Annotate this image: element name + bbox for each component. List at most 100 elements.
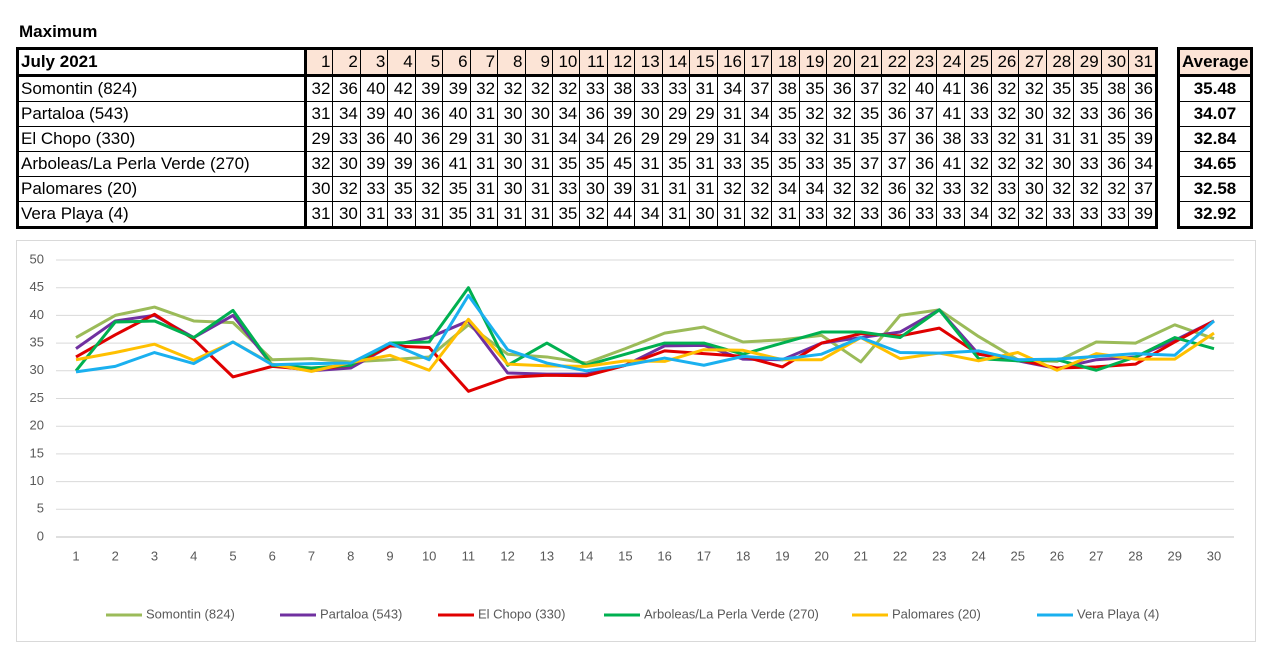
cell: 34 bbox=[1128, 151, 1157, 177]
cell: 30 bbox=[332, 151, 361, 177]
y-tick-label: 30 bbox=[30, 362, 44, 377]
day-header: 7 bbox=[469, 48, 499, 77]
cell: 33 bbox=[661, 75, 691, 102]
day-header: 12 bbox=[606, 48, 636, 77]
cell: 31 bbox=[1018, 126, 1047, 152]
cell: 32 bbox=[963, 176, 992, 202]
cell: 38 bbox=[936, 126, 965, 152]
average-cell: 32.84 bbox=[1178, 126, 1252, 152]
cell: 33 bbox=[1045, 201, 1075, 228]
x-tick-label: 14 bbox=[579, 548, 593, 563]
x-tick-label: 23 bbox=[932, 548, 946, 563]
table-row: Somontin (824) 32 36 40 42 39 39 32 32 32 32 33 38 33… bbox=[17, 75, 1157, 102]
cell: 37 bbox=[1128, 176, 1157, 202]
cell: 30 bbox=[497, 151, 526, 177]
cell: 32 bbox=[497, 75, 526, 102]
day-header: 28 bbox=[1045, 48, 1075, 77]
legend-label: Partaloa (543) bbox=[320, 606, 402, 621]
cell: 36 bbox=[908, 126, 938, 152]
cell: 32 bbox=[990, 126, 1020, 152]
day-header: 14 bbox=[661, 48, 691, 77]
y-tick-label: 5 bbox=[37, 501, 44, 516]
cell: 34 bbox=[743, 101, 773, 127]
x-tick-label: 7 bbox=[308, 548, 315, 563]
day-header: 23 bbox=[908, 48, 938, 77]
cell: 31 bbox=[771, 201, 800, 228]
cell: 32 bbox=[853, 176, 883, 202]
cell: 35 bbox=[1073, 75, 1102, 102]
cell: 32 bbox=[304, 151, 334, 177]
x-tick-label: 3 bbox=[151, 548, 158, 563]
average-table: Average 35.48 34.07 32.84 34.65 32.58 32.92 bbox=[1177, 47, 1253, 229]
cell: 37 bbox=[881, 126, 910, 152]
y-tick-label: 45 bbox=[30, 279, 44, 294]
cell: 32 bbox=[743, 201, 773, 228]
y-tick-label: 10 bbox=[30, 473, 44, 488]
cell: 31 bbox=[469, 101, 499, 127]
table-row: Arboleas/La Perla Verde (270) 32 30 39 39 36 4… bbox=[17, 151, 1157, 177]
cell: 30 bbox=[497, 101, 526, 127]
x-tick-label: 6 bbox=[269, 548, 276, 563]
cell: 31 bbox=[1045, 126, 1075, 152]
x-tick-label: 1 bbox=[72, 548, 79, 563]
header-row: July 2021 1 2 3 4 5 6 7 8 9 10 11 12 13 14 15 16 17 18 19 20… bbox=[17, 48, 1157, 77]
y-tick-label: 40 bbox=[30, 307, 44, 322]
cell: 39 bbox=[414, 75, 444, 102]
cell: 30 bbox=[1045, 151, 1075, 177]
cell: 33 bbox=[1073, 151, 1102, 177]
average-row: 32.84 bbox=[1178, 126, 1252, 152]
cell: 37 bbox=[853, 151, 883, 177]
cell: 35 bbox=[853, 101, 883, 127]
legend-label: Palomares (20) bbox=[892, 606, 981, 621]
cell: 41 bbox=[936, 151, 965, 177]
cell: 38 bbox=[771, 75, 800, 102]
cell: 36 bbox=[1128, 101, 1157, 127]
cell: 35 bbox=[551, 201, 581, 228]
cell: 34 bbox=[551, 101, 581, 127]
title: Maximum bbox=[19, 22, 98, 41]
day-header: 4 bbox=[387, 48, 416, 77]
legend-label: El Chopo (330) bbox=[478, 606, 565, 621]
cell: 33 bbox=[963, 126, 992, 152]
day-header: 25 bbox=[963, 48, 992, 77]
cell: 32 bbox=[990, 201, 1020, 228]
x-tick-label: 21 bbox=[854, 548, 868, 563]
average-cell: 35.48 bbox=[1178, 75, 1252, 102]
cell: 33 bbox=[1073, 101, 1102, 127]
cell: 30 bbox=[634, 101, 663, 127]
cell: 33 bbox=[1100, 201, 1130, 228]
cell: 29 bbox=[661, 126, 691, 152]
x-tick-label: 11 bbox=[462, 548, 476, 563]
day-header: 27 bbox=[1018, 48, 1047, 77]
cell: 35 bbox=[442, 176, 471, 202]
x-tick-label: 27 bbox=[1089, 548, 1103, 563]
cell: 32 bbox=[881, 75, 910, 102]
x-tick-label: 10 bbox=[422, 548, 436, 563]
legend-label: Arboleas/La Perla Verde (270) bbox=[644, 606, 819, 621]
day-header: 19 bbox=[798, 48, 828, 77]
y-tick-label: 20 bbox=[30, 418, 44, 433]
cell: 36 bbox=[1128, 75, 1157, 102]
day-header: 26 bbox=[990, 48, 1020, 77]
cell: 34 bbox=[771, 176, 800, 202]
cell: 31 bbox=[469, 201, 499, 228]
cell: 31 bbox=[414, 201, 444, 228]
cell: 35 bbox=[442, 201, 471, 228]
x-tick-label: 5 bbox=[229, 548, 236, 563]
day-header: 30 bbox=[1100, 48, 1130, 77]
cell: 31 bbox=[716, 101, 746, 127]
x-tick-label: 4 bbox=[190, 548, 197, 563]
cell: 29 bbox=[442, 126, 471, 152]
cell: 40 bbox=[387, 126, 416, 152]
series-line bbox=[75, 312, 1215, 393]
x-tick-label: 19 bbox=[775, 548, 789, 563]
cell: 41 bbox=[936, 101, 965, 127]
cell: 34 bbox=[579, 126, 608, 152]
cell: 37 bbox=[743, 75, 773, 102]
cell: 31 bbox=[716, 201, 746, 228]
cell: 30 bbox=[689, 201, 718, 228]
day-header: 16 bbox=[716, 48, 746, 77]
cell: 40 bbox=[359, 75, 389, 102]
